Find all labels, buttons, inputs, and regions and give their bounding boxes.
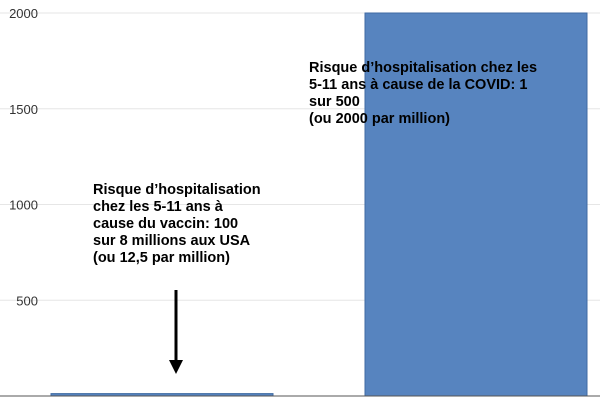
annotation-arrow-head — [169, 360, 183, 374]
annotation-arrows — [169, 290, 183, 374]
y-axis: 500 1000 1500 2000 — [9, 6, 38, 308]
bars — [50, 12, 588, 397]
covid-risk-annotation: Risque d’hospitalisation chez les 5-11 a… — [309, 60, 538, 127]
y-tick-label-2000: 2000 — [9, 6, 38, 21]
y-tick-label-1000: 1000 — [9, 198, 38, 213]
y-tick-label-500: 500 — [16, 293, 38, 308]
vaccine-risk-annotation: Risque d’hospitalisation chez les 5-11 a… — [93, 182, 261, 266]
bar-1 — [364, 12, 588, 397]
y-tick-label-1500: 1500 — [9, 102, 38, 117]
